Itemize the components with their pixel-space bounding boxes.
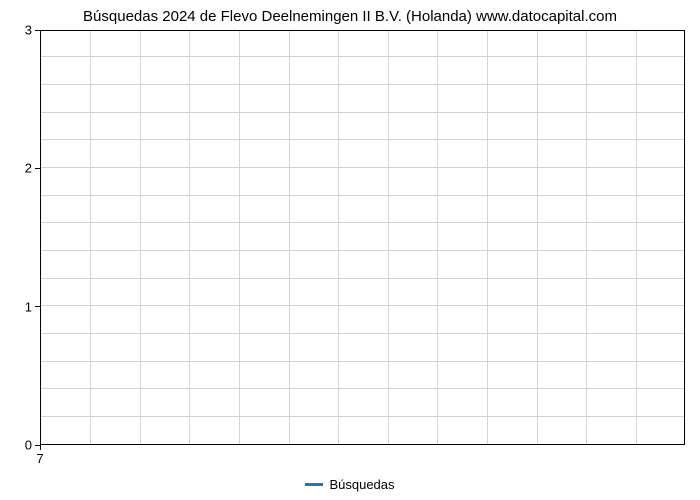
y-tick-label: 3 [12, 23, 32, 38]
y-tick-label: 1 [12, 299, 32, 314]
legend: Búsquedas [0, 473, 700, 492]
y-tick-label: 0 [12, 438, 32, 453]
y-tick-label: 2 [12, 161, 32, 176]
x-tick-label: 7 [36, 451, 43, 466]
chart-title: Búsquedas 2024 de Flevo Deelnemingen II … [0, 8, 700, 25]
legend-label: Búsquedas [329, 477, 394, 492]
legend-swatch [305, 483, 323, 486]
plot-area [40, 30, 685, 445]
chart-container: Búsquedas 2024 de Flevo Deelnemingen II … [0, 0, 700, 500]
legend-item: Búsquedas [305, 477, 394, 492]
